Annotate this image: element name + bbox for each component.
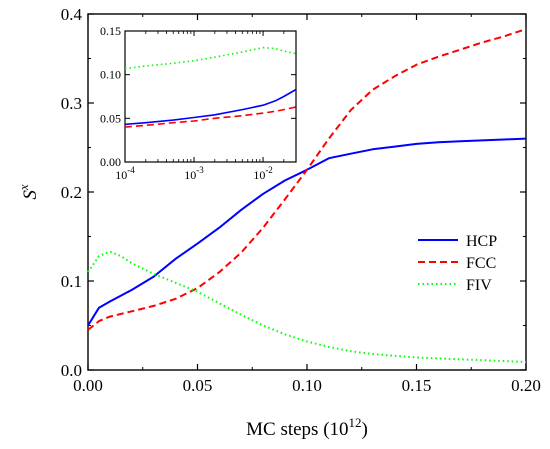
inset-y-tick-label: 0.10 [100,68,121,82]
inset-frame [124,30,297,163]
x-axis-label: MC steps (1012) [246,415,368,440]
x-tick-label: 0.00 [73,376,103,395]
legend-label-fiv: FIV [466,277,492,294]
legend-label-hcp: HCP [466,233,497,250]
inset-y-tick-label: 0.05 [100,111,121,125]
inset-series-line-fcc [124,106,297,128]
y-tick-label: 0.0 [61,361,82,380]
inset-x-tick-label: 10-3 [184,165,204,182]
y-tick-label: 0.4 [61,5,83,24]
x-tick-label: 0.05 [183,376,213,395]
inset-y-tick-label: 0.15 [100,24,121,38]
inset-y-tick-label: 0.00 [100,155,121,169]
legend-label-fcc: FCC [466,255,496,272]
series-line-hcp [87,137,527,327]
series-line-fcc [87,28,527,331]
inset-series-line-hcp [124,88,297,126]
y-axis-label: Sx [16,184,41,200]
inset-plot: 10-4 10-3 10-2 0.00 0.05 0.10 0.15 [100,24,297,182]
series-line-fiv [87,250,527,363]
y-tick-label: 0.1 [61,272,82,291]
main-plot: 0.00 0.05 0.10 0.15 0.20 0.0 0.1 0.2 0.3 0.4 MC st… [16,5,541,440]
legend: HCP FCC FIV [418,233,497,294]
x-tick-label: 0.15 [402,376,432,395]
y-tick-label: 0.2 [61,183,82,202]
inset-x-tick-label: 10-2 [253,165,273,182]
y-tick-label: 0.3 [61,94,82,113]
x-tick-label: 0.20 [511,376,541,395]
inset-series-line-fiv [124,46,297,70]
x-tick-label: 0.10 [292,376,322,395]
inset-x-tick-label: 10-4 [115,165,135,182]
